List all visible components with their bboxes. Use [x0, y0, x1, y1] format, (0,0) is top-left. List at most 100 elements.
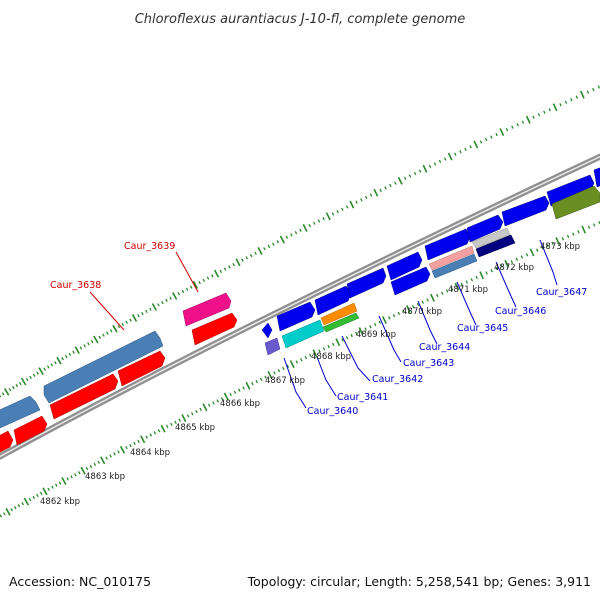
gene-blue-4[interactable]	[386, 251, 423, 281]
tick-minor	[454, 152, 457, 156]
gene-red-5[interactable]	[191, 312, 238, 346]
tick-major	[579, 90, 585, 99]
tick-minor	[548, 108, 551, 112]
tick-major	[373, 188, 379, 197]
tick-major	[302, 224, 308, 232]
tick-minor	[109, 454, 112, 458]
tick-minor	[392, 314, 396, 318]
gene-red-4[interactable]	[117, 350, 166, 387]
gene-cyan[interactable]	[281, 319, 325, 349]
tick-major	[267, 371, 273, 379]
tick-minor	[170, 422, 173, 427]
tick-minor	[355, 200, 358, 204]
tick-minor	[85, 466, 89, 471]
label-caur-3640[interactable]: Caur_3640	[307, 406, 358, 417]
tick-minor	[90, 339, 94, 344]
gene-red-3[interactable]	[49, 373, 119, 420]
gene-blue-2[interactable]	[314, 285, 352, 316]
tick-minor	[211, 274, 214, 278]
tick-major	[382, 316, 387, 325]
tick-minor	[521, 120, 525, 124]
gene-steelblue-lower[interactable]	[431, 253, 478, 279]
tick-minor	[479, 140, 483, 144]
tick-minor	[229, 392, 232, 397]
tick-minor	[102, 333, 105, 337]
tick-minor	[189, 285, 193, 289]
tick-minor	[3, 512, 6, 516]
tick-minor	[360, 198, 363, 202]
tick-major	[349, 200, 355, 209]
tick-major	[555, 237, 561, 246]
tick-major	[397, 176, 403, 185]
tick-minor	[438, 159, 442, 164]
gene-blue-9[interactable]	[593, 166, 600, 188]
tick-minor	[389, 183, 392, 188]
tick-minor	[219, 269, 223, 274]
label-caur-3647[interactable]: Caur_3647	[536, 287, 587, 298]
gene-orange[interactable]	[320, 302, 358, 326]
tick-minor	[0, 514, 3, 518]
gene-olive[interactable]	[551, 185, 600, 220]
label-caur-3639[interactable]: Caur_3639	[124, 241, 175, 252]
tick-minor	[245, 256, 249, 260]
tick-minor	[185, 287, 189, 291]
gene-steelblue-2[interactable]	[43, 330, 164, 404]
gene-red-2[interactable]	[13, 415, 48, 446]
gene-silver[interactable]	[471, 227, 511, 249]
tick-major	[325, 212, 331, 221]
gene-magenta[interactable]	[182, 292, 232, 327]
tick-major	[80, 466, 86, 475]
tick-major	[479, 271, 485, 280]
gene-blue-6[interactable]	[466, 214, 504, 243]
label-caur-3638[interactable]: Caur_3638	[50, 280, 101, 291]
tick-minor	[332, 342, 335, 347]
tick-minor	[55, 483, 58, 487]
tick-minor	[299, 228, 302, 232]
tick-minor	[241, 258, 244, 262]
tick-minor	[428, 164, 432, 168]
tick-major	[151, 303, 158, 311]
label-caur-3646[interactable]: Caur_3646	[495, 306, 546, 317]
tick-major	[335, 338, 341, 347]
tick-minor	[1, 392, 5, 396]
gene-steelblue-1[interactable]	[0, 395, 41, 429]
tick-minor	[32, 495, 36, 500]
gene-blue-small[interactable]	[261, 322, 273, 339]
tick-minor	[286, 364, 290, 368]
gene-blue-7[interactable]	[501, 195, 550, 227]
gene-blue-5[interactable]	[424, 228, 471, 261]
tick-minor	[223, 267, 227, 271]
gene-blue-3[interactable]	[346, 267, 387, 299]
gene-blue-1[interactable]	[276, 301, 316, 332]
tick-minor	[308, 224, 311, 228]
label-caur-3645[interactable]: Caur_3645	[457, 323, 508, 334]
tick-minor	[8, 388, 12, 392]
label-caur-3642[interactable]: Caur_3642	[372, 374, 423, 385]
gene-navy[interactable]	[475, 234, 516, 258]
tick-minor	[460, 282, 464, 286]
tick-minor	[500, 264, 503, 268]
tick-minor	[64, 354, 68, 359]
label-caur-3643[interactable]: Caur_3643	[403, 358, 454, 369]
label-caur-3644[interactable]: Caur_3644	[419, 342, 470, 353]
label-caur-3641[interactable]: Caur_3641	[337, 392, 388, 403]
tick-minor	[403, 176, 407, 180]
tick-minor	[216, 399, 219, 403]
tick-minor	[199, 407, 202, 412]
tick-major	[119, 445, 126, 454]
gene-pink[interactable]	[428, 245, 475, 271]
tick-minor	[255, 379, 258, 384]
tick-minor	[416, 302, 420, 307]
gene-callouts: Caur_3638 Caur_3639 Caur_3640 Caur_3641 …	[50, 239, 587, 417]
gene-slateblue[interactable]	[264, 337, 281, 356]
tick-minor	[336, 210, 339, 214]
gene-blue-lower-1[interactable]	[390, 266, 431, 296]
tick-minor	[18, 381, 22, 386]
tick-label-4870: 4870 kbp	[402, 307, 442, 317]
tick-minor	[575, 95, 579, 99]
gene-red-1[interactable]	[0, 430, 14, 455]
tick-minor	[345, 205, 349, 209]
gene-green[interactable]	[322, 312, 360, 333]
tick-minor	[388, 316, 391, 320]
